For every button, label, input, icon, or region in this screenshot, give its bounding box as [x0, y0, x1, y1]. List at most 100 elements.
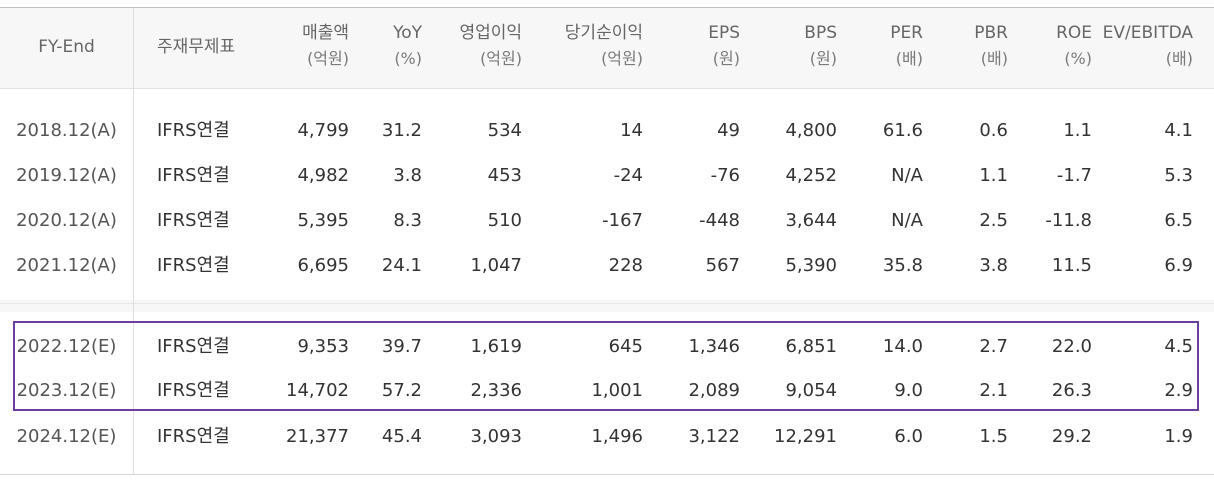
header-label: EV/EBITDA	[1102, 23, 1193, 43]
cell-operating-income: 510	[487, 210, 522, 231]
cell-net-income: -167	[602, 210, 643, 231]
cell-net-income: 1,496	[591, 426, 643, 447]
cell-basis: IFRS연결	[157, 336, 230, 357]
cell-ev-ebitda: 6.5	[1164, 210, 1193, 231]
table-top-rule	[0, 7, 1214, 8]
table-header-background	[0, 8, 1214, 88]
cell-ev-ebitda: 1.9	[1164, 426, 1193, 447]
cell-net-income: 228	[608, 255, 643, 276]
header-unit: (%)	[1064, 49, 1092, 68]
header-unit: (배)	[980, 49, 1008, 68]
cell-operating-income: 2,336	[470, 380, 522, 401]
cell-eps: -76	[710, 165, 740, 186]
cell-bps: 4,800	[785, 120, 837, 141]
header-label: EPS	[708, 23, 740, 43]
period-column-divider	[133, 8, 134, 474]
cell-operating-income: 1,619	[470, 336, 522, 357]
cell-revenue: 4,799	[297, 120, 349, 141]
table-row: 2019.12(A) IFRS연결 4,982 3.8 453 -24 -76 …	[0, 153, 1214, 198]
cell-revenue: 6,695	[297, 255, 349, 276]
header-divider	[0, 88, 1214, 89]
cell-bps: 6,851	[785, 336, 837, 357]
cell-period: 2023.12(E)	[16, 380, 117, 401]
cell-per: 61.6	[882, 120, 923, 141]
cell-period: 2022.12(E)	[16, 336, 117, 357]
header-ev-ebitda: EV/EBITDA (배)	[1096, 20, 1193, 72]
header-yoy: YoY (%)	[360, 20, 422, 72]
table-row: 2020.12(A) IFRS연결 5,395 8.3 510 -167 -44…	[0, 198, 1214, 243]
cell-bps: 4,252	[785, 165, 837, 186]
cell-roe: -1.7	[1056, 165, 1092, 186]
cell-basis: IFRS연결	[157, 255, 230, 276]
cell-pbr: 0.6	[979, 120, 1008, 141]
cell-revenue: 4,982	[297, 165, 349, 186]
cell-pbr: 1.5	[979, 426, 1008, 447]
cell-net-income: 14	[620, 120, 643, 141]
cell-eps: -448	[699, 210, 740, 231]
cell-operating-income: 534	[487, 120, 522, 141]
header-basis: 주재무제표	[157, 34, 235, 60]
cell-per: N/A	[891, 210, 923, 231]
header-unit: (원)	[712, 49, 740, 68]
cell-period: 2019.12(A)	[16, 165, 117, 186]
header-label: BPS	[804, 23, 837, 43]
header-per: PER (배)	[850, 20, 923, 72]
cell-roe: 11.5	[1051, 255, 1092, 276]
cell-pbr: 2.7	[979, 336, 1008, 357]
cell-yoy: 3.8	[393, 165, 422, 186]
cell-yoy: 57.2	[381, 380, 422, 401]
header-unit: (억원)	[307, 49, 349, 68]
cell-operating-income: 453	[487, 165, 522, 186]
cell-roe: 1.1	[1063, 120, 1092, 141]
cell-yoy: 39.7	[381, 336, 422, 357]
cell-eps: 567	[705, 255, 740, 276]
cell-basis: IFRS연결	[157, 426, 230, 447]
table-row: 2023.12(E) IFRS연결 14,702 57.2 2,336 1,00…	[0, 368, 1214, 413]
cell-per: N/A	[891, 165, 923, 186]
table-row: 2021.12(A) IFRS연결 6,695 24.1 1,047 228 5…	[0, 243, 1214, 288]
cell-ev-ebitda: 2.9	[1164, 380, 1193, 401]
cell-bps: 5,390	[785, 255, 837, 276]
cell-period: 2024.12(E)	[16, 426, 117, 447]
cell-pbr: 1.1	[979, 165, 1008, 186]
cell-roe: 26.3	[1051, 380, 1092, 401]
cell-basis: IFRS연결	[157, 380, 230, 401]
cell-per: 6.0	[894, 426, 923, 447]
table-bottom-rule	[0, 474, 1214, 475]
cell-per: 35.8	[882, 255, 923, 276]
cell-yoy: 45.4	[381, 426, 422, 447]
actual-estimate-separator	[0, 300, 1214, 312]
header-fy-end: FY-End	[0, 34, 133, 60]
header-bps: BPS (원)	[750, 20, 837, 72]
cell-eps: 3,122	[688, 426, 740, 447]
cell-bps: 9,054	[785, 380, 837, 401]
cell-bps: 3,644	[785, 210, 837, 231]
cell-net-income: 1,001	[591, 380, 643, 401]
header-label: ROE	[1056, 23, 1092, 43]
cell-bps: 12,291	[774, 426, 837, 447]
header-label: YoY	[393, 23, 422, 43]
cell-eps: 2,089	[688, 380, 740, 401]
cell-ev-ebitda: 6.9	[1164, 255, 1193, 276]
cell-basis: IFRS연결	[157, 165, 230, 186]
cell-pbr: 2.1	[979, 380, 1008, 401]
cell-period: 2018.12(A)	[16, 120, 117, 141]
header-revenue: 매출액 (억원)	[250, 20, 349, 72]
header-label: 매출액	[302, 23, 349, 43]
cell-basis: IFRS연결	[157, 210, 230, 231]
cell-ev-ebitda: 4.1	[1164, 120, 1193, 141]
header-label: 당기순이익	[564, 23, 643, 43]
cell-yoy: 8.3	[393, 210, 422, 231]
cell-operating-income: 3,093	[470, 426, 522, 447]
header-pbr: PBR (배)	[935, 20, 1008, 72]
cell-roe: 29.2	[1051, 426, 1092, 447]
header-unit: (억원)	[601, 49, 643, 68]
table-row: 2018.12(A) IFRS연결 4,799 31.2 534 14 49 4…	[0, 108, 1214, 153]
header-label: 영업이익	[459, 23, 522, 43]
header-unit: (%)	[394, 49, 422, 68]
cell-ev-ebitda: 4.5	[1164, 336, 1193, 357]
cell-eps: 1,346	[688, 336, 740, 357]
cell-per: 9.0	[894, 380, 923, 401]
cell-revenue: 9,353	[297, 336, 349, 357]
